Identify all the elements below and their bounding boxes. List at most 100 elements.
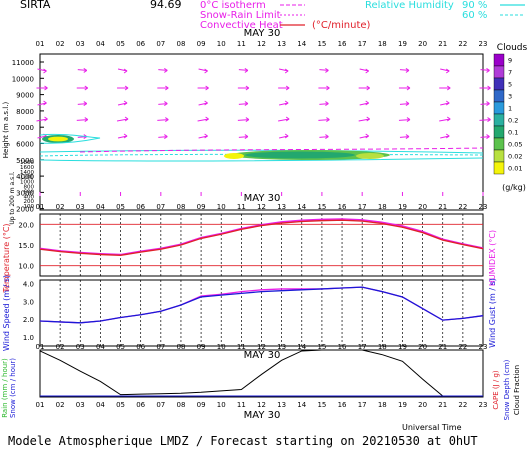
hour-label-top: 19 [398, 40, 407, 48]
p1-ytick-low: 1000 [20, 180, 34, 186]
wind-arrow [279, 102, 289, 106]
hour-label-p1b: 21 [438, 203, 447, 211]
wind-arrowhead [284, 68, 289, 74]
hour-label-p1b: 06 [136, 203, 145, 211]
hour-label-p4t: 02 [56, 343, 65, 351]
wind-arrowhead [244, 101, 249, 107]
hour-label-p4t: 05 [116, 343, 125, 351]
wind-arrowhead [445, 68, 450, 74]
rh-contour-90b [39, 157, 484, 162]
hour-label-p4t: 07 [156, 343, 165, 351]
wind-arrowhead [124, 116, 129, 122]
wind-arrowhead [164, 67, 168, 73]
p2-series-line [39, 219, 484, 257]
rh-60: 60 % [462, 10, 487, 21]
wind-arrowhead [406, 117, 411, 123]
hour-label-p1b: 17 [358, 203, 367, 211]
clouds-level: 5 [508, 80, 512, 88]
hour-label-bottom: 23 [479, 401, 488, 409]
p3-ytick: 3.0 [23, 298, 34, 306]
hour-label-bottom: 17 [358, 401, 367, 409]
p2-ylabel-right: HUMIDEX (°C) [488, 230, 497, 286]
clouds-colorbar-cell [493, 65, 505, 79]
hour-label-top: 07 [156, 40, 165, 48]
p1-ytick-low: 1600 [20, 165, 34, 171]
p1-ytick: 9000 [16, 92, 34, 100]
p4-ylabel-cloudfrac: Cloud Fraction [513, 365, 521, 415]
p1-ytick-low: 1400 [20, 170, 34, 176]
hour-label-top: 03 [76, 40, 85, 48]
hour-label-top: 18 [378, 40, 387, 48]
wind-arrow [279, 135, 289, 139]
hour-label-bottom: 11 [237, 401, 246, 409]
hour-label-p1b: 23 [479, 203, 488, 211]
wind-arrowhead [285, 85, 290, 91]
wind-arrowhead [44, 116, 48, 122]
wind-arrowhead [44, 85, 48, 91]
wind-arrowhead [84, 117, 89, 123]
hour-label-p4t: 21 [438, 343, 447, 351]
rh-title: Relative Humidity [365, 0, 454, 11]
panel-frame-1 [39, 53, 484, 211]
hour-label-p4t: 19 [398, 343, 407, 351]
hour-label-p4t: 15 [317, 343, 326, 351]
wind-arrow [480, 103, 490, 105]
wind-arrow [399, 103, 409, 105]
wind-arrowhead [123, 68, 128, 74]
hour-label-p4t: 09 [197, 343, 206, 351]
p1-ytick-low: 1200 [20, 175, 34, 181]
hour-label-p1b: 08 [176, 203, 185, 211]
clouds-colorbar-cell [493, 149, 505, 163]
wind-arrowhead [284, 100, 289, 106]
cloud-patch-early-core [48, 136, 68, 142]
clouds-level: 0.2 [508, 116, 518, 124]
wind-arrowhead [446, 85, 451, 91]
hour-label-top: 16 [338, 40, 347, 48]
hour-label-p1b: 10 [217, 203, 226, 211]
hour-label-p4t: 14 [297, 343, 306, 351]
wind-arrowhead [325, 101, 329, 107]
hour-label-top: 20 [418, 40, 427, 48]
p1-ytick: 6000 [16, 141, 34, 149]
wind-arrowhead [123, 100, 128, 106]
wind-arrowhead [244, 67, 249, 73]
wind-arrowhead [326, 117, 330, 123]
wind-arrowhead [405, 67, 410, 73]
cloud-band-edge2 [356, 153, 384, 159]
hour-label-p4t: 08 [176, 343, 185, 351]
wind-arrowhead [366, 116, 370, 122]
wind-arrowhead [406, 85, 411, 91]
hour-label-p4t: 20 [418, 343, 427, 351]
wind-arrowhead [325, 67, 329, 73]
wind-arrow [319, 69, 329, 71]
hour-label-p1b: 19 [398, 203, 407, 211]
wind-arrowhead [365, 100, 369, 106]
wind-arrow [319, 136, 329, 138]
p3-ylabel-right: Wind Gust (m / s) [488, 278, 497, 348]
wind-arrowhead [284, 133, 289, 139]
wind-arrowhead [366, 85, 370, 91]
hour-label-p4t: 22 [458, 343, 467, 351]
legend-snow: Snow-Rain Limit [200, 10, 281, 21]
hour-label-top: 11 [237, 40, 246, 48]
wind-arrow [480, 69, 490, 71]
wind-arrow [158, 136, 168, 138]
clouds-level: 0.01 [508, 164, 522, 172]
clouds-colorbar-cell [493, 101, 505, 115]
wind-arrow [238, 69, 248, 71]
p4-ylabel-snowdepth: Snow Depth (cm) [503, 359, 511, 420]
p2-ytick: 10.0 [18, 263, 34, 271]
hour-label-bottom: 22 [458, 401, 467, 409]
wind-arrowhead [84, 85, 89, 91]
p1-ytick: 10000 [12, 75, 34, 83]
hour-label-p4t: 18 [378, 343, 387, 351]
clouds-colorbar-cell [493, 161, 505, 175]
hour-label-bottom: 12 [257, 401, 266, 409]
hour-label-p1b: 11 [237, 203, 246, 211]
hour-label-top: 15 [317, 40, 326, 48]
clouds-level: 1 [508, 104, 512, 112]
wind-arrow [479, 119, 491, 121]
wind-arrow [399, 69, 409, 71]
wind-arrow [359, 68, 369, 72]
wind-arrowhead [245, 117, 250, 123]
